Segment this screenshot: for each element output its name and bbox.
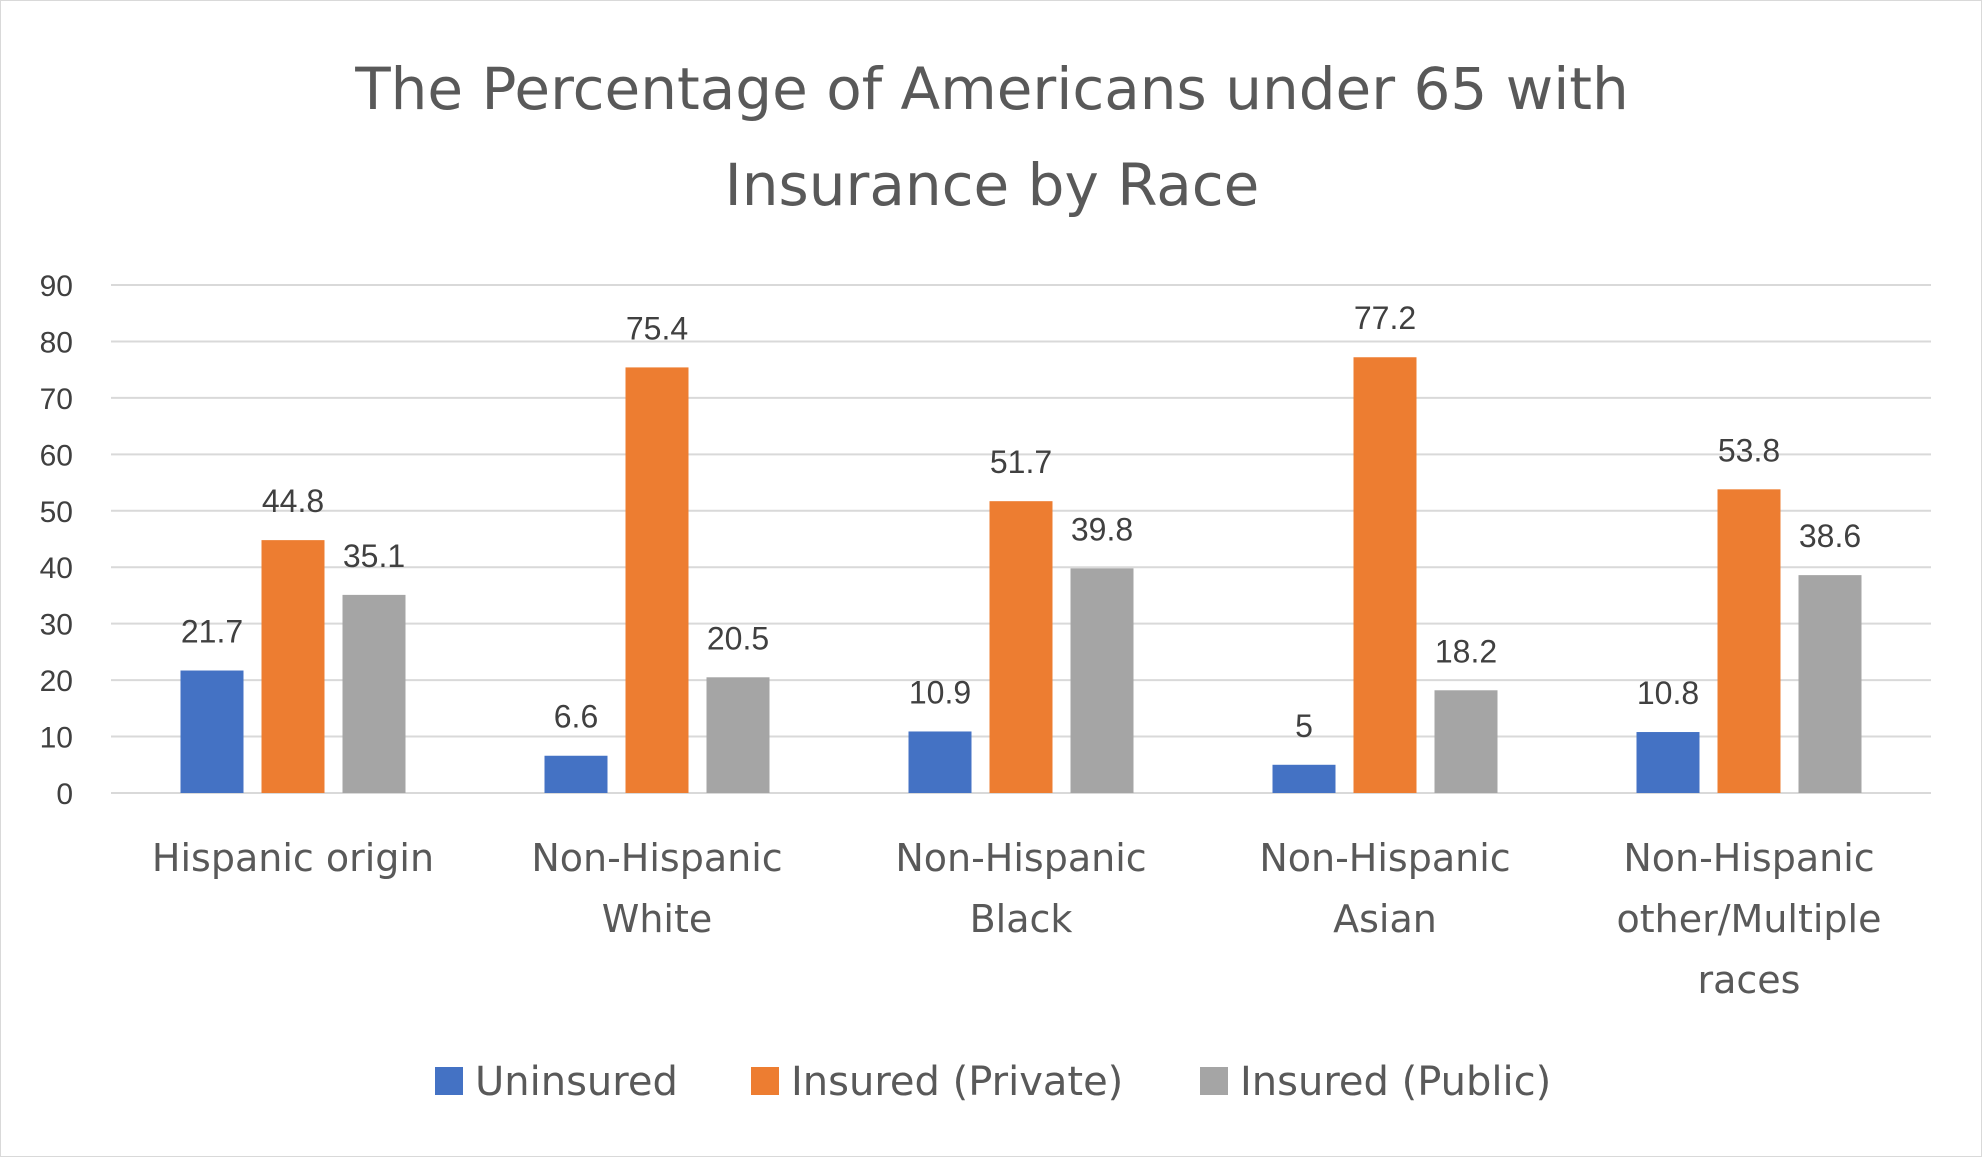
data-label: 18.2 [1435, 633, 1497, 669]
bar [342, 594, 406, 793]
y-tick-label: 0 [56, 778, 73, 811]
chart-title-line: Insurance by Race [725, 151, 1260, 219]
bar [706, 677, 770, 793]
x-category-label: Hispanic origin [152, 836, 434, 880]
x-category-label: other/Multiple [1617, 897, 1882, 941]
x-category-label: Non-Hispanic [1623, 836, 1874, 880]
x-axis-categories: Hispanic origin Non-Hispanic White Non-Hisp… [152, 836, 1882, 1002]
bar [1353, 357, 1417, 793]
bar [544, 755, 608, 793]
data-label: 10.9 [909, 674, 971, 710]
x-category-label: Black [970, 897, 1073, 941]
bar [1798, 575, 1862, 793]
y-tick-label: 70 [40, 383, 73, 416]
x-category-label: Non-Hispanic [895, 836, 1146, 880]
chart-title: The Percentage of Americans under 65 wit… [354, 55, 1629, 219]
x-category-label: Non-Hispanic [1259, 836, 1510, 880]
data-labels: 21.7 44.8 35.1 6.6 75.4 20.5 10.9 51.7 39.8 5 77.2… [181, 300, 1861, 744]
y-tick-label: 40 [40, 552, 73, 585]
x-category-label: Asian [1333, 897, 1437, 941]
data-label: 5 [1295, 708, 1313, 744]
legend-swatch [435, 1067, 463, 1095]
y-tick-label: 20 [40, 665, 73, 698]
data-label: 51.7 [990, 444, 1052, 480]
bar [625, 367, 689, 793]
bar [1272, 764, 1336, 793]
bars [180, 357, 1862, 793]
y-tick-label: 80 [40, 326, 73, 359]
data-label: 39.8 [1071, 511, 1133, 547]
bar [989, 501, 1053, 793]
bar [1717, 489, 1781, 793]
legend-label: Insured (Private) [791, 1059, 1123, 1105]
y-axis-ticks: 0 10 20 30 40 50 60 70 80 90 [40, 270, 73, 811]
data-label: 35.1 [343, 538, 405, 574]
data-label: 10.8 [1637, 675, 1699, 711]
legend-label: Uninsured [475, 1059, 678, 1105]
y-tick-label: 90 [40, 270, 73, 303]
bar [180, 670, 244, 793]
data-label: 21.7 [181, 614, 243, 650]
x-category-label: White [602, 897, 713, 941]
data-label: 77.2 [1354, 300, 1416, 336]
y-tick-label: 30 [40, 609, 73, 642]
x-category-label: races [1698, 958, 1801, 1002]
data-label: 44.8 [262, 483, 324, 519]
y-tick-label: 50 [40, 496, 73, 529]
legend-swatch [751, 1067, 779, 1095]
data-label: 38.6 [1799, 518, 1861, 554]
data-label: 20.5 [707, 620, 769, 656]
bar [1070, 568, 1134, 793]
data-label: 6.6 [554, 699, 598, 735]
y-tick-label: 60 [40, 439, 73, 472]
bar [261, 540, 325, 793]
data-label: 53.8 [1718, 432, 1780, 468]
y-tick-label: 10 [40, 722, 73, 755]
bar [908, 731, 972, 793]
bar [1434, 690, 1498, 793]
data-label: 75.4 [626, 310, 688, 346]
legend-label: Insured (Public) [1240, 1059, 1551, 1105]
chart-title-line: The Percentage of Americans under 65 wit… [354, 55, 1629, 123]
legend: Uninsured Insured (Private) Insured (Publi… [435, 1059, 1551, 1105]
x-category-label: Non-Hispanic [531, 836, 782, 880]
bar [1636, 732, 1700, 793]
legend-swatch [1200, 1067, 1228, 1095]
